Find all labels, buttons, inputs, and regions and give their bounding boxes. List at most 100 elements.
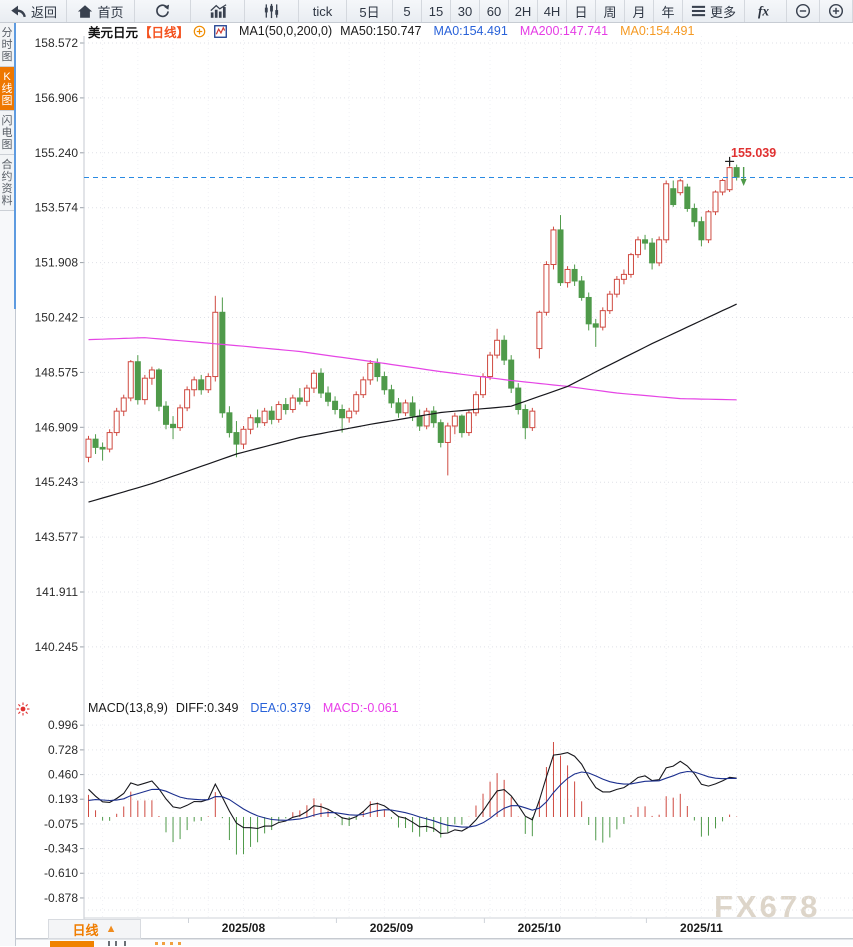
symbol-name: 美元日元: [88, 25, 139, 40]
svg-text:146.909: 146.909: [35, 420, 79, 434]
collapse-indicator-icon[interactable]: [193, 25, 206, 38]
interval-60-button-label: 60: [486, 3, 502, 19]
interval-day-button[interactable]: 日: [567, 0, 596, 22]
interval-15-button-label: 15: [428, 3, 444, 19]
period-dropdown-label: 日线: [72, 922, 99, 938]
interval-30-button[interactable]: 30: [451, 0, 480, 22]
refresh-icon: [154, 3, 171, 19]
svg-text:151.908: 151.908: [35, 256, 79, 270]
svg-text:-0.343: -0.343: [44, 842, 78, 856]
interval-week-button[interactable]: 周: [596, 0, 625, 22]
more-button-label: 更多: [709, 4, 736, 20]
svg-text:150.242: 150.242: [35, 311, 79, 325]
svg-text:158.572: 158.572: [35, 36, 79, 50]
price-axis: 158.572 156.906 155.240 153.574 151.908 150.2…: [35, 36, 853, 654]
zoom-in-icon: [827, 2, 845, 20]
macd-dea-value: DEA:0.379: [250, 700, 311, 715]
chart-type-bar-button[interactable]: [191, 0, 245, 22]
high-cross-marker: [725, 156, 735, 166]
interval-2h-button-label: 2H: [514, 3, 532, 19]
date-label: 2025/08: [222, 921, 266, 935]
interval-week-button-label: 周: [603, 4, 617, 20]
volume-candles-icon: [263, 3, 280, 19]
interval-5-button[interactable]: 5: [393, 0, 422, 22]
date-label: 2025/11: [680, 921, 723, 935]
ma-formula: MA1(50,0,200,0): [239, 24, 333, 38]
tab-contract-info[interactable]: 合约资料: [0, 155, 14, 211]
zoom-out-icon: [794, 2, 812, 20]
svg-text:0.460: 0.460: [48, 768, 78, 782]
interval-month-button[interactable]: 月: [625, 0, 654, 22]
ma0-blue-value: MA0:154.491: [433, 24, 508, 38]
tab-lightning-chart[interactable]: 闪电图: [0, 111, 14, 155]
macd-formula: MACD(13,8,9): [88, 700, 168, 715]
svg-text:143.577: 143.577: [35, 530, 79, 544]
vertical-gridlines: [102, 36, 738, 917]
more-button[interactable]: 更多: [683, 0, 745, 22]
interval-2h-button[interactable]: 2H: [509, 0, 538, 22]
macd-histogram: [88, 742, 738, 855]
date-axis: 2025/08 2025/09 2025/10 2025/11: [187, 918, 723, 935]
svg-text:145.243: 145.243: [35, 475, 79, 489]
caret-up-icon: ▲: [105, 923, 117, 935]
toolbar: 返回 首页 tick 5日 5 15 30 60 2H 4H 日周月年 更多 fx: [0, 0, 853, 23]
interval-60-button[interactable]: 60: [480, 0, 509, 22]
svg-text:148.575: 148.575: [35, 365, 79, 379]
ma200-line: [88, 337, 737, 401]
interval-year-button[interactable]: 年: [654, 0, 683, 22]
back-icon: [9, 4, 27, 19]
home-button-label: 首页: [97, 4, 124, 20]
back-button[interactable]: 返回: [0, 0, 67, 22]
navigator-selection[interactable]: [50, 941, 94, 947]
interval-5d-button[interactable]: 5日: [347, 0, 393, 22]
svg-text:0.728: 0.728: [48, 743, 78, 757]
interval-year-button-label: 年: [661, 4, 675, 20]
home-button[interactable]: 首页: [67, 0, 135, 22]
svg-text:0.193: 0.193: [48, 792, 78, 806]
bottom-navigator-strip[interactable]: [0, 939, 853, 947]
indicator-selector-icon[interactable]: [15, 701, 31, 722]
indicator-fx-button[interactable]: fx: [745, 0, 787, 22]
chart-type-volume-button[interactable]: [245, 0, 299, 22]
svg-text:-0.075: -0.075: [44, 817, 78, 831]
date-label: 2025/09: [370, 921, 414, 935]
macd-diff-value: DIFF:0.349: [175, 700, 239, 715]
svg-text:-0.878: -0.878: [44, 891, 78, 905]
zoom-in-button[interactable]: [820, 0, 853, 22]
period-dropdown-button[interactable]: 日线 ▲: [48, 919, 141, 939]
latest-price-arrow: [740, 167, 747, 186]
period-tag: 【日线】: [139, 25, 190, 40]
indicator-settings-icon[interactable]: [214, 24, 227, 38]
svg-text:141.911: 141.911: [36, 585, 79, 599]
bar-chart-icon: [209, 3, 227, 19]
svg-text:140.245: 140.245: [35, 640, 79, 654]
interval-4h-button[interactable]: 4H: [538, 0, 567, 22]
svg-text:155.240: 155.240: [35, 146, 79, 160]
interval-tick-button[interactable]: tick: [299, 0, 347, 22]
interval-day-button-label: 日: [574, 4, 588, 20]
ma0-orange-value: MA0:154.491: [620, 24, 695, 38]
interval-tick-button-label: tick: [312, 3, 333, 19]
interval-30-button-label: 30: [457, 3, 473, 19]
date-label: 2025/10: [518, 921, 562, 935]
sidebar-accent-line: [14, 23, 16, 309]
zoom-out-button[interactable]: [787, 0, 820, 22]
interval-5-button-label: 5: [403, 3, 411, 19]
ma200-value: MA200:147.741: [519, 24, 609, 38]
refresh-button[interactable]: [135, 0, 191, 22]
macd-axis: 0.996 0.728 0.460 0.193 -0.075 -0.343 -0.610 -0…: [44, 718, 853, 905]
candlestick-series[interactable]: [85, 159, 740, 476]
svg-text:156.906: 156.906: [35, 91, 79, 105]
home-icon: [77, 4, 93, 19]
macd-macd-value: MACD:-0.061: [322, 700, 399, 715]
high-price-label: 155.039: [731, 146, 776, 160]
svg-text:153.574: 153.574: [35, 201, 79, 215]
svg-text:fx: fx: [758, 3, 769, 18]
fx-icon: fx: [755, 3, 777, 19]
tab-time-chart[interactable]: 分时图: [0, 23, 14, 67]
interval-4h-button-label: 4H: [543, 3, 561, 19]
interval-15-button[interactable]: 15: [422, 0, 451, 22]
